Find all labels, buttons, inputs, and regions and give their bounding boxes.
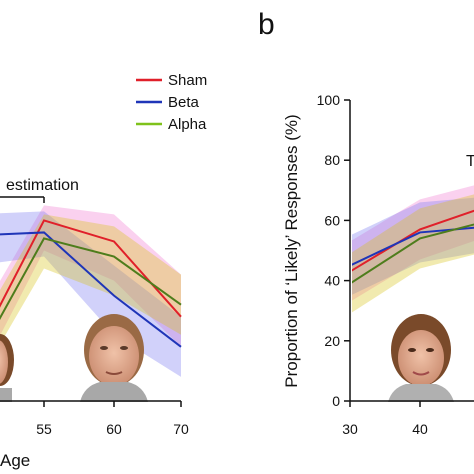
- face-image-right: [80, 314, 148, 402]
- panel-b-line-alpha: [352, 223, 474, 284]
- panel-b-y-tick-label: 0: [332, 393, 340, 409]
- panel-b-y-tick-label: 100: [317, 92, 341, 108]
- annotation-label: estimation: [6, 177, 79, 194]
- panel-a-line-beta: [0, 231, 182, 348]
- panel-b-y-tick-label: 80: [324, 152, 340, 168]
- panel-a-x-label: Age: [0, 451, 30, 470]
- panel-b-band-alpha: [352, 194, 474, 313]
- panel-a-x-tick-label: 55: [36, 421, 52, 437]
- panel-b-line-sham: [352, 209, 474, 272]
- panel-a-x-tick-label: 70: [173, 421, 189, 437]
- panel-b-annotation: T: [466, 153, 474, 170]
- legend-label-beta: Beta: [168, 94, 200, 111]
- panel-b-y-tick-label: 60: [324, 212, 340, 228]
- panel-b-line-beta: [352, 226, 474, 266]
- panel-b-y-label: Proportion of ‘Likely’ Responses (%): [282, 114, 301, 387]
- panel-b-x-tick-label: 30: [342, 421, 358, 437]
- face-image-left: [0, 334, 14, 402]
- legend-label-alpha: Alpha: [168, 116, 207, 133]
- legend-label-sham: Sham: [168, 72, 207, 89]
- panel-b-y-tick-label: 20: [324, 333, 340, 349]
- panel-a-band-alpha: [0, 214, 181, 345]
- panel-a-x-tick-label: 60: [106, 421, 122, 437]
- panel-letter-b: b: [258, 8, 275, 41]
- panel-b-chart: 0 20 40 60 80 100 30 40 Proportion of ‘Likely’…: [282, 92, 474, 437]
- panel-a-chart: 55 60 70 Age estimation: [0, 177, 189, 470]
- panel-a-line-sham: [0, 219, 182, 318]
- legend: Sham Beta Alpha: [136, 72, 207, 133]
- panel-b-x-tick-label: 40: [412, 421, 428, 437]
- panel-a-line-alpha: [0, 237, 182, 320]
- face-image-b: [388, 314, 454, 402]
- panel-b-y-tick-label: 40: [324, 273, 340, 289]
- panel-a-band-sham: [0, 205, 181, 347]
